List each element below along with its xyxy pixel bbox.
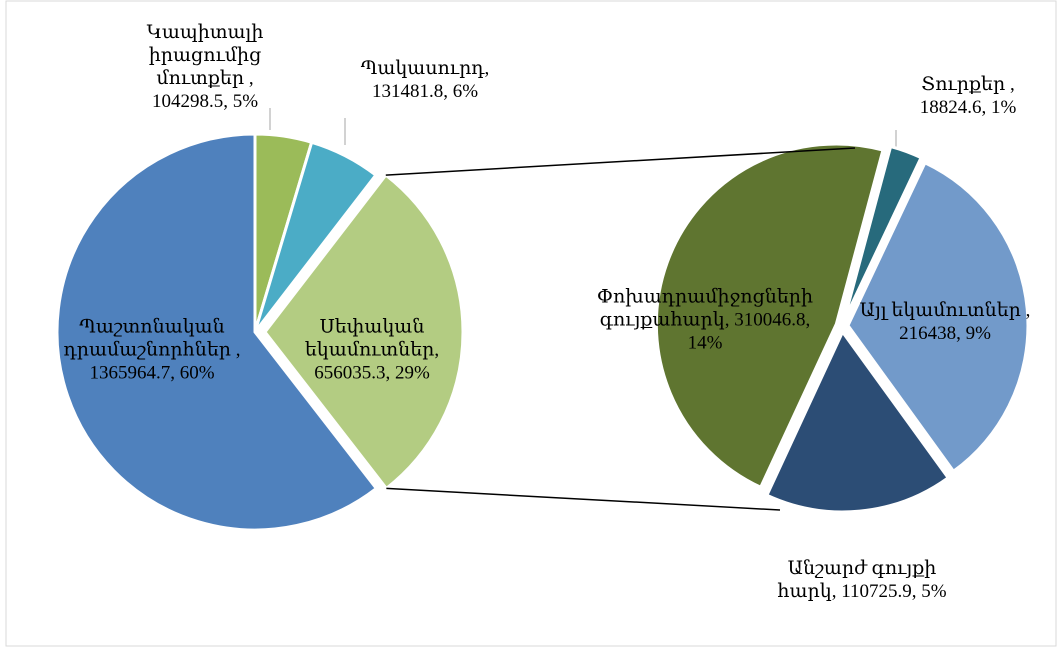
pie-slice bbox=[654, 142, 885, 490]
value-label: 110725.9, 5% bbox=[841, 581, 947, 602]
pie-slice bbox=[253, 140, 378, 333]
pie-slice bbox=[55, 132, 379, 532]
category-label: Պակասուրդ, bbox=[360, 58, 490, 79]
value-label: 131481.8, 6% bbox=[371, 81, 479, 102]
data-label: Սեփական եկամուտներ, 656035.3, 29% bbox=[292, 316, 452, 385]
frame bbox=[5, 0, 1057, 647]
connector-line bbox=[385, 147, 856, 176]
category-label: Այլ եկամուտներ , bbox=[859, 300, 1031, 321]
category-label: Անշարժ գույքի հարկ, bbox=[777, 558, 937, 602]
value-label: 104298.5, 5% bbox=[151, 91, 259, 112]
category-label: Տուրքեր , bbox=[921, 74, 1015, 95]
data-label: Փոխադրամիջոցների գույքահարկ, 310046.8, 1… bbox=[580, 286, 830, 355]
pie-slice bbox=[263, 172, 465, 491]
category-label: Կապիտալի իրացումից մուտքեր , bbox=[146, 22, 264, 89]
data-label: Անշարժ գույքի հարկ, 110725.9, 5% bbox=[777, 557, 947, 603]
connector-line bbox=[386, 487, 781, 511]
category-label: Սեփական եկամուտներ, bbox=[304, 316, 440, 361]
pie-slice bbox=[846, 160, 1030, 474]
value-label: 1365964.7, 60% bbox=[89, 362, 215, 384]
pie-slice bbox=[842, 144, 924, 322]
value-label: 310046.8, 14% bbox=[687, 309, 811, 354]
category-label: Փոխադրամիջոցների գույքահարկ, bbox=[596, 286, 814, 331]
data-label: Այլ եկամուտներ , 216438, 9% bbox=[845, 299, 1045, 345]
value-label: 216438, 9% bbox=[899, 323, 991, 344]
value-label: 656035.3, 29% bbox=[314, 362, 430, 384]
data-label: Պակասուրդ, 131481.8, 6% bbox=[340, 57, 510, 103]
data-label: Տուրքեր , 18824.6, 1% bbox=[893, 73, 1043, 119]
category-label: Պաշտոնական դրամաշնորհներ , bbox=[63, 316, 241, 361]
data-label: Պաշտոնական դրամաշնորհներ , 1365964.7, 60… bbox=[47, 316, 257, 385]
value-label: 18824.6, 1% bbox=[919, 97, 1017, 118]
data-label: Կապիտալի իրացումից մուտքեր , 104298.5, 5… bbox=[135, 21, 275, 113]
pie-slice bbox=[764, 329, 951, 514]
